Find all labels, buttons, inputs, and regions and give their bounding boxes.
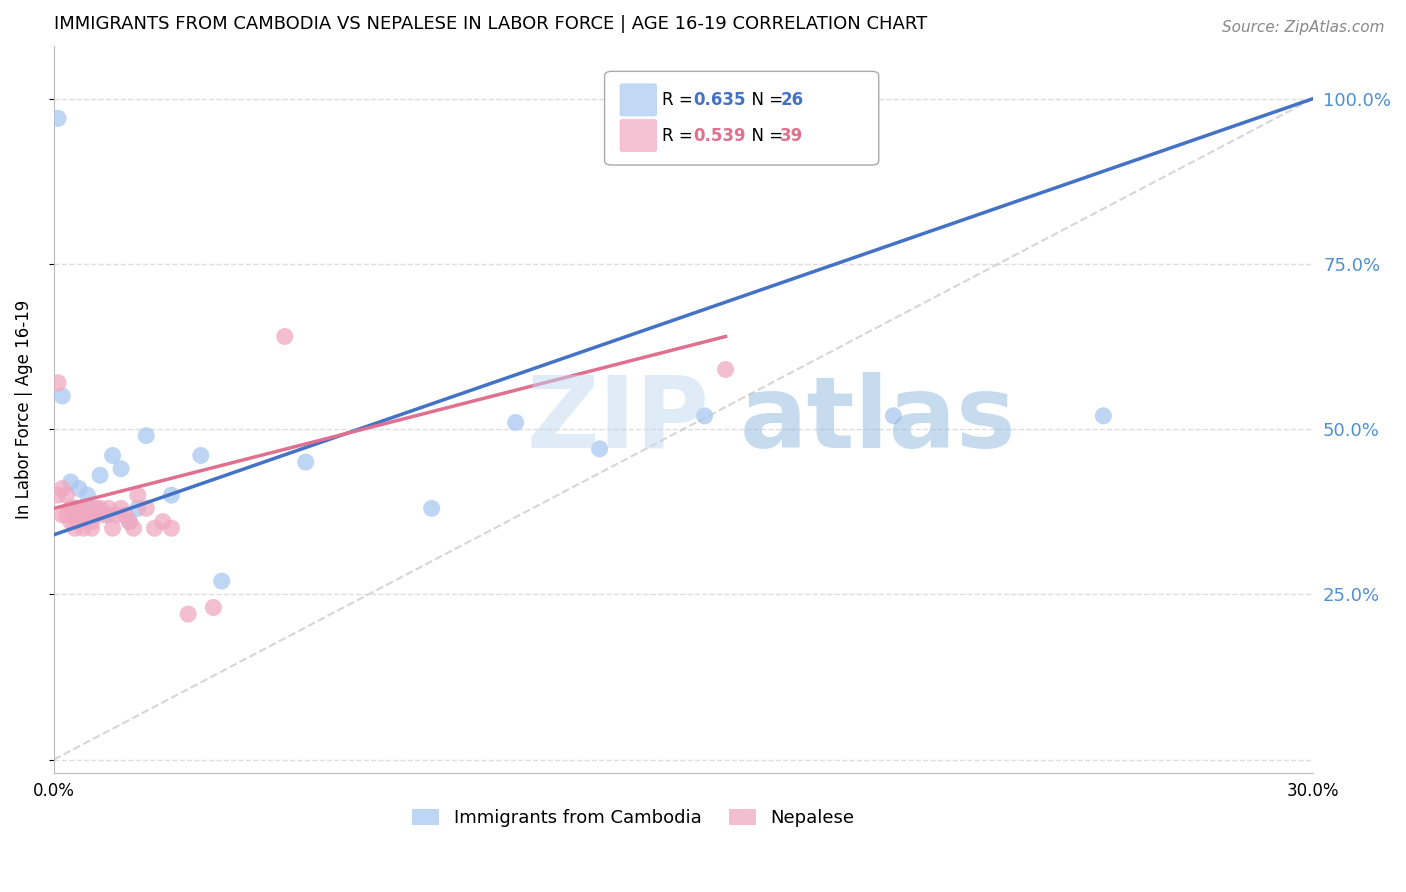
Point (76, 508, 98, 522)
Point (51, 389, 73, 403)
Point (84, 501, 107, 516)
Point (63, 501, 86, 516)
Point (72, 508, 94, 522)
Point (76, 488, 98, 502)
Text: atlas: atlas (740, 372, 1017, 468)
Point (160, 521, 183, 535)
Point (51, 482, 73, 496)
Point (177, 607, 200, 621)
Point (152, 515, 174, 529)
Text: R =: R = (662, 91, 699, 109)
Text: ZIP: ZIP (526, 372, 709, 468)
Point (59, 501, 82, 516)
Text: N =: N = (741, 91, 789, 109)
Point (46, 376, 69, 390)
Legend: Immigrants from Cambodia, Nepalese: Immigrants from Cambodia, Nepalese (404, 800, 863, 837)
Point (55, 508, 77, 522)
Point (97, 501, 120, 516)
Point (101, 521, 124, 535)
Point (1092, 409, 1115, 423)
Point (80, 515, 103, 529)
Point (76, 501, 98, 516)
Point (143, 521, 166, 535)
Point (714, 362, 737, 376)
Point (80, 521, 103, 535)
Point (72, 521, 94, 535)
Point (294, 455, 316, 469)
Text: 0.635: 0.635 (693, 91, 745, 109)
Point (202, 600, 225, 615)
Point (135, 428, 157, 442)
Text: N =: N = (741, 127, 789, 145)
Point (118, 515, 141, 529)
Point (505, 416, 527, 430)
Point (89, 468, 111, 483)
Point (97, 508, 120, 522)
Point (93, 508, 115, 522)
Point (72, 501, 94, 516)
Point (110, 461, 132, 475)
Point (46, 112, 69, 126)
Text: R =: R = (662, 127, 699, 145)
Point (59, 475, 82, 489)
Point (59, 515, 82, 529)
Point (46, 488, 69, 502)
Text: 26: 26 (780, 91, 803, 109)
Point (67, 501, 90, 516)
Text: Source: ZipAtlas.com: Source: ZipAtlas.com (1222, 20, 1385, 35)
Text: 39: 39 (780, 127, 804, 145)
Point (882, 409, 904, 423)
Point (89, 501, 111, 516)
Point (51, 508, 73, 522)
Point (420, 501, 443, 516)
Point (63, 508, 86, 522)
Point (63, 501, 86, 516)
Point (211, 574, 233, 588)
Point (80, 508, 103, 522)
Point (118, 515, 141, 529)
Point (84, 501, 107, 516)
Point (588, 442, 610, 456)
Point (127, 488, 149, 502)
Point (63, 521, 86, 535)
Point (190, 449, 212, 463)
Y-axis label: In Labor Force | Age 16-19: In Labor Force | Age 16-19 (15, 300, 32, 519)
Text: 0.539: 0.539 (693, 127, 745, 145)
Point (160, 488, 183, 502)
Point (122, 521, 145, 535)
Point (114, 508, 136, 522)
Text: IMMIGRANTS FROM CAMBODIA VS NEPALESE IN LABOR FORCE | AGE 16-19 CORRELATION CHAR: IMMIGRANTS FROM CAMBODIA VS NEPALESE IN … (53, 15, 927, 33)
Point (67, 482, 90, 496)
Point (135, 501, 157, 516)
Point (105, 508, 128, 522)
Point (127, 501, 149, 516)
Point (84, 508, 107, 522)
Point (274, 329, 297, 343)
Point (693, 409, 716, 423)
Point (101, 449, 124, 463)
Point (55, 488, 77, 502)
Point (110, 501, 132, 516)
Point (67, 515, 90, 529)
